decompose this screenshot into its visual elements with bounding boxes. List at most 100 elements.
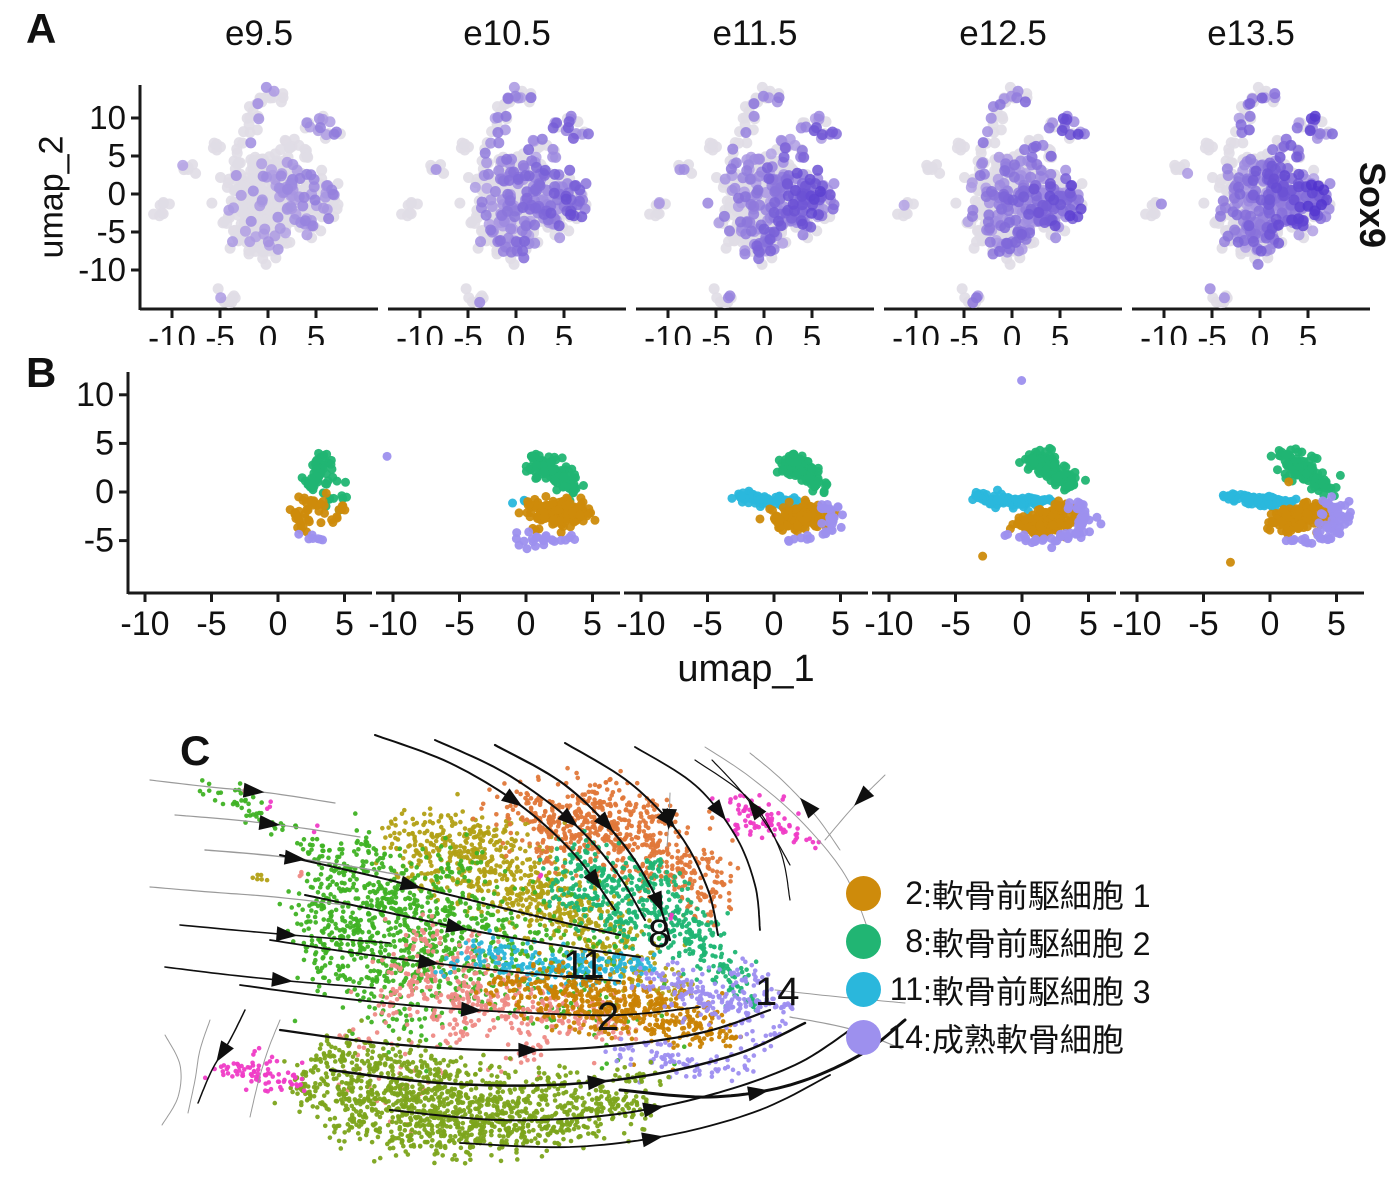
x-tick-label: -5 — [196, 605, 226, 643]
flow-arrowhead — [641, 1132, 664, 1148]
legend-cluster-name: :成熟軟骨細胞 — [923, 1021, 1124, 1058]
x-tick-label: 0 — [507, 319, 525, 345]
x-tick-label: 0 — [1013, 605, 1032, 643]
x-tick-label: 0 — [259, 319, 277, 345]
x-tick-label: 0 — [1261, 605, 1280, 643]
feature-points-e12.5 — [892, 81, 1090, 309]
cluster-number-label: 14 — [755, 970, 800, 1014]
x-tick-label: 0 — [1003, 319, 1021, 345]
y-tick-label: -10 — [78, 251, 126, 288]
flow-arrowhead — [501, 788, 523, 807]
x-tick-label: -10 — [1112, 605, 1161, 643]
x-tick-label: -10 — [396, 319, 444, 345]
cluster-points-e13.5 — [1218, 444, 1355, 567]
flow-arrowhead — [662, 808, 677, 830]
x-tick-label: 5 — [831, 605, 850, 643]
x-tick-label: 0 — [755, 319, 773, 345]
x-tick-label: -5 — [444, 605, 474, 643]
x-tick-label: 5 — [555, 319, 573, 345]
legend-dot — [846, 876, 881, 911]
cluster-points-e9.5 — [285, 448, 352, 545]
flow-arrowhead — [216, 1040, 234, 1063]
panel-b-label: B — [26, 349, 57, 396]
flow-arrowhead — [747, 799, 767, 821]
legend-item-2: 2:軟骨前駆細胞 1 — [846, 875, 1151, 914]
flow-arrowhead — [276, 926, 298, 942]
flow-arrowhead — [647, 890, 663, 913]
legend-cluster-number: 11 — [889, 971, 923, 1007]
legend-cluster-number: 8 — [905, 923, 923, 959]
legend-item-11: 11:軟骨前駆細胞 3 — [846, 971, 1151, 1010]
x-tick-label: -5 — [1197, 319, 1226, 345]
facet-title-e11-5: e11.5 — [712, 14, 798, 53]
x-tick-label: 5 — [583, 605, 602, 643]
x-tick-label: 5 — [803, 319, 821, 345]
flow-arrowhead — [399, 875, 422, 891]
cluster-number-label: 11 — [563, 943, 605, 987]
flow-arrowhead — [445, 917, 468, 933]
x-tick-label: -10 — [644, 319, 692, 345]
flow-arrowhead — [593, 811, 614, 832]
cluster-points-e10.5 — [382, 449, 600, 554]
velocity-streamlines — [149, 734, 907, 1149]
flow-arrowhead — [417, 953, 440, 969]
flow-arrowhead — [242, 782, 265, 798]
x-tick-label: -5 — [692, 605, 722, 643]
flow-arrowhead — [800, 797, 820, 819]
x-tick-label: -5 — [453, 319, 482, 345]
legend-cluster-name: :軟骨前駆細胞 1 — [923, 877, 1151, 914]
x-tick-label: 0 — [269, 605, 288, 643]
flow-arrowhead — [707, 799, 726, 821]
feature-points-e10.5 — [396, 81, 594, 309]
x-tick-label: -10 — [616, 605, 665, 643]
y-tick-label: -5 — [97, 213, 126, 250]
flow-arrowhead — [557, 807, 579, 827]
cluster-points-e12.5 — [968, 376, 1106, 561]
panel-c-plot: 8 11 2 14 — [149, 734, 907, 1166]
cluster-number-label: 8 — [648, 912, 670, 956]
feature-points-e11.5 — [644, 81, 842, 309]
flow-arrowhead — [642, 1102, 665, 1118]
x-tick-label: -10 — [120, 605, 169, 643]
x-tick-label: 0 — [1251, 319, 1269, 345]
x-tick-label: -5 — [1188, 605, 1218, 643]
flow-arrowhead — [283, 849, 306, 865]
legend-cluster-name: :軟骨前駆細胞 2 — [923, 925, 1151, 962]
panel-a-label: A — [26, 5, 57, 52]
x-tick-label: -10 — [1140, 319, 1188, 345]
umap-points-layer — [197, 765, 822, 1166]
x-tick-label: -5 — [205, 319, 234, 345]
panel-c-label: C — [180, 727, 211, 774]
x-tick-label: 0 — [517, 605, 536, 643]
x-tick-label: 5 — [1327, 605, 1346, 643]
umap1-axis-label: umap_1 — [677, 648, 815, 690]
x-tick-label: 5 — [307, 319, 325, 345]
panel-b-axes — [119, 372, 1364, 602]
facet-title-e13-5: e13.5 — [1207, 14, 1295, 53]
panel-a-axes — [131, 85, 1370, 318]
x-tick-label: -10 — [148, 319, 196, 345]
facet-title-e10-5: e10.5 — [463, 14, 551, 53]
legend-dot — [846, 972, 881, 1007]
legend-item-14: 14:成熟軟骨細胞 — [846, 1019, 1151, 1058]
y-tick-label: 0 — [95, 473, 114, 511]
flow-arrowhead — [258, 815, 281, 830]
feature-points-e9.5 — [148, 81, 346, 309]
cluster-points-e11.5 — [727, 449, 847, 546]
x-tick-label: 5 — [1051, 319, 1069, 345]
flow-arrowhead — [747, 1086, 769, 1102]
legend-cluster-name: :軟骨前駆細胞 3 — [923, 973, 1151, 1010]
flow-arrowhead — [271, 971, 293, 987]
flow-arrowhead — [854, 785, 875, 806]
y-tick-label: 0 — [108, 175, 126, 212]
flow-arrowhead — [460, 1001, 483, 1017]
legend-cluster-number: 14 — [887, 1019, 923, 1055]
y-tick-label: 10 — [76, 376, 114, 414]
legend-cluster-number: 2 — [905, 875, 923, 911]
cluster-number-label: 2 — [597, 995, 619, 1039]
x-tick-label: -10 — [892, 319, 940, 345]
x-tick-label: -10 — [864, 605, 913, 643]
flow-arrowhead — [518, 1042, 540, 1058]
